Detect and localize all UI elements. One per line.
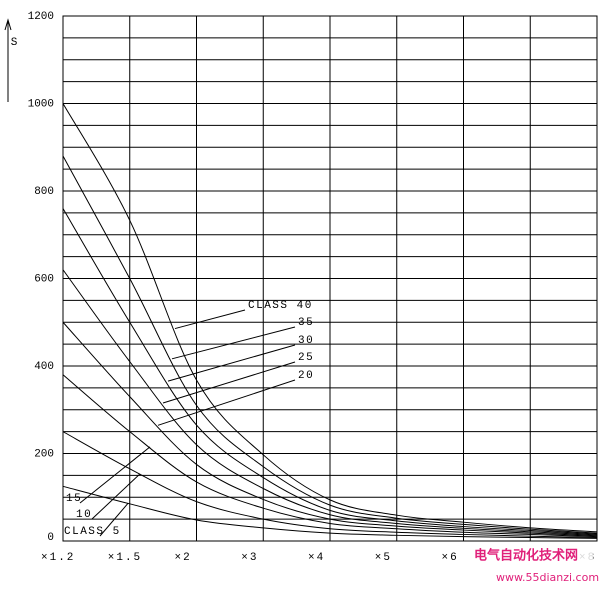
leader-line: [162, 361, 296, 404]
leader-line: [157, 379, 296, 426]
curve-label: CLASS 40: [248, 300, 313, 312]
x-tick-label: ×4: [308, 552, 325, 564]
y-tick-label: 1000: [28, 98, 54, 110]
curve-label: 30: [298, 335, 314, 347]
series-line: [62, 155, 598, 534]
series-line: [62, 208, 598, 535]
series-line: [62, 431, 598, 538]
series-line: [62, 269, 598, 536]
curve-label: 35: [298, 317, 314, 329]
leader-line: [171, 326, 296, 360]
x-tick-label: ×1.2: [41, 552, 75, 564]
series-line: [62, 321, 598, 537]
series-line: [62, 374, 598, 538]
x-tick-label: ×1.5: [108, 552, 142, 564]
curve-label: 10: [76, 509, 92, 521]
x-tick-label: ×3: [241, 552, 258, 564]
y-axis-arrow-head: [4, 18, 12, 31]
watermark-bg: [468, 546, 593, 586]
leader-line: [174, 309, 246, 330]
leader-line: [91, 473, 141, 520]
x-tick-label: ×2: [175, 552, 192, 564]
series-line: [62, 485, 598, 539]
watermark-url: www.55dianzi.com: [496, 571, 599, 584]
leader-line: [99, 503, 129, 537]
x-tick-label: ×5: [375, 552, 392, 564]
leader-line: [167, 344, 296, 382]
y-tick-label: 800: [34, 186, 54, 198]
leader-line: [79, 446, 151, 504]
curve-label: 25: [298, 352, 314, 364]
curve-label: CLASS 5: [64, 526, 121, 538]
y-tick-label: 1200: [28, 11, 54, 23]
y-tick-label: 0: [47, 532, 54, 544]
curve-label: 15: [66, 493, 82, 505]
series-line: [62, 103, 598, 533]
y-tick-label: 200: [34, 448, 54, 460]
x-tick-label: ×6: [442, 552, 459, 564]
curve-label: 20: [298, 370, 314, 382]
y-tick-label: 600: [34, 273, 54, 285]
y-axis-label: S: [11, 37, 18, 49]
watermark-title: 电气自动化技术网: [474, 548, 578, 564]
y-tick-label: 400: [34, 361, 54, 373]
